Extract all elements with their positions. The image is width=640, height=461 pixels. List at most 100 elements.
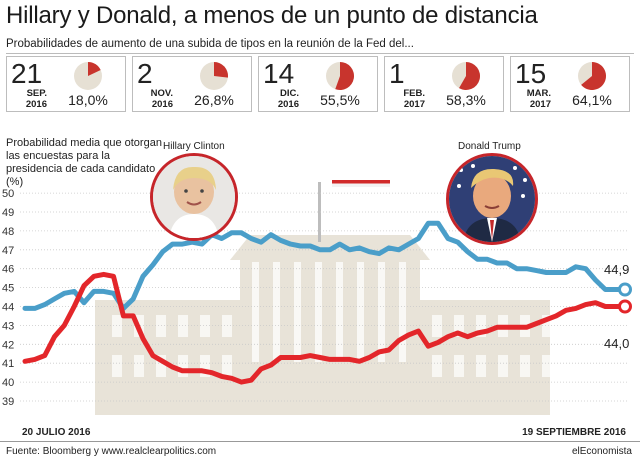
trump-caption: Donald Trump [458,141,521,152]
building-window [222,315,232,337]
building-window [156,355,166,377]
meeting-month: SEP. [26,88,47,99]
footer-divider [0,441,640,442]
meeting-day: 14 [263,58,295,89]
meeting-probability: 64,1% [572,92,612,108]
x-end-label: 19 SEPTIEMBRE 2016 [522,427,626,438]
meeting-month: FEB. [403,88,425,99]
y-tick-label: 43 [2,320,14,332]
building-window [112,355,122,377]
pie-slice [88,62,101,76]
building-column [273,262,280,362]
building-portico [240,260,420,300]
clinton-end-point [618,282,632,297]
meeting-day: 21 [11,58,43,89]
y-tick-labels: 39 40 41 42 43 44 45 46 47 48 49 50 [2,188,14,408]
chart-series [22,220,632,385]
building-window [134,355,144,377]
probability-pie [578,62,606,90]
building-window [432,315,442,337]
fed-subtitle: Probabilidades de aumento de una subida … [6,38,414,50]
y-tick-label: 40 [2,377,14,389]
fed-meeting-card: 15 MAR. 2017 64,1% [510,56,630,112]
building-window [432,355,442,377]
pie-slice [335,61,355,90]
meeting-month: MAR. [526,88,551,99]
y-axis-label: Probabilidad media que otorgan las encue… [6,137,162,188]
meeting-year: 2016 [25,99,47,110]
building-column [378,262,385,362]
subtitle-divider [6,53,634,54]
building-window [156,315,166,337]
clinton-caption: Hillary Clinton [163,141,225,152]
building-window [476,355,486,377]
building-column [357,262,364,362]
probability-pie [74,62,102,90]
source-note: Fuente: Bloomberg y www.realclearpolitic… [6,446,217,457]
building-window [112,315,122,337]
y-tick-label: 49 [2,207,14,219]
pie-slice [214,62,228,78]
meeting-probability: 58,3% [446,92,486,108]
trump-end-point [618,299,632,314]
building-column [294,262,301,362]
meeting-day: 15 [515,58,547,89]
y-tick-label: 42 [2,339,14,351]
building-window [222,355,232,377]
building-window [454,355,464,377]
building-window [542,315,552,337]
probability-pie [200,62,228,90]
building-window [200,355,210,377]
meeting-month: NOV. [150,88,173,99]
fed-meeting-card: 21 SEP. 2016 18,0% [6,56,126,112]
meeting-day: 2 [137,58,153,89]
meeting-year: 2017 [403,99,425,110]
pie-slice [581,62,606,90]
x-start-label: 20 JULIO 2016 [22,427,91,438]
y-tick-label: 44 [2,302,14,314]
y-tick-label: 50 [2,188,14,200]
y-tick-label: 41 [2,358,14,370]
building-window [200,315,210,337]
trump-face-icon [449,156,535,242]
y-tick-label: 45 [2,283,14,295]
poll-chart: 39 40 41 42 43 44 45 46 47 48 49 50 [2,180,632,415]
trump-end-label: 44,0 [604,336,630,351]
meeting-month: DIC. [280,88,299,99]
meeting-day: 1 [389,58,405,89]
y-tick-label: 47 [2,245,14,257]
pie-slice [459,62,481,90]
y-tick-label: 48 [2,226,14,238]
y-tick-label: 39 [2,396,14,408]
building-window [178,355,188,377]
building-window [178,315,188,337]
flagpole [318,182,321,242]
clinton-portrait [150,153,238,241]
meeting-probability: 26,8% [194,92,234,108]
meeting-probability: 18,0% [68,92,108,108]
building-column [399,262,406,362]
clinton-line [22,220,628,311]
building-window [498,355,508,377]
meeting-probability: 55,5% [320,92,360,108]
page-title: Hillary y Donald, a menos de un punto de… [6,2,538,29]
meeting-year: 2016 [277,99,299,110]
brand-logo: elEconomista [571,446,632,457]
building-window [520,355,530,377]
meeting-year: 2016 [151,99,173,110]
building-column [252,262,259,362]
probability-pie [326,61,355,90]
fed-meeting-card: 14 DIC. 2016 55,5% [258,56,378,112]
building-column [336,262,343,362]
fed-meeting-card: 2 NOV. 2016 26,8% [132,56,252,112]
building-window [454,315,464,337]
trump-portrait [446,153,538,245]
fed-meeting-card: 1 FEB. 2017 58,3% [384,56,504,112]
building-window [542,355,552,377]
building-column [315,262,322,362]
trump-line [22,271,628,385]
flag-stripe [332,180,390,184]
clinton-face-icon [153,156,235,238]
building-window [476,315,486,337]
probability-pie [452,62,481,90]
